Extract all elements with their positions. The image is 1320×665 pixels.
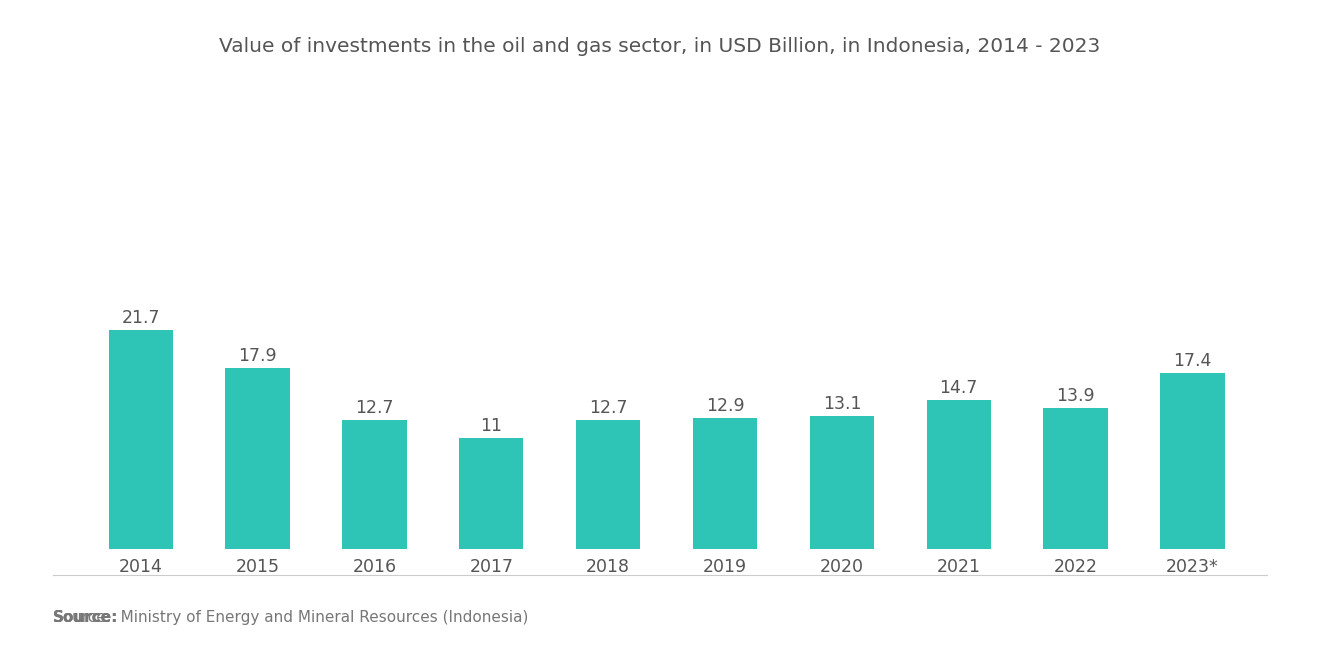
Text: 12.7: 12.7 (355, 400, 393, 418)
Text: 17.4: 17.4 (1173, 352, 1212, 370)
Text: 17.9: 17.9 (239, 347, 277, 365)
Bar (1044, 408, 1107, 549)
Bar (226, 368, 289, 549)
Bar (809, 416, 874, 549)
Text: Source:: Source: (53, 610, 119, 624)
Bar (108, 330, 173, 549)
Bar (576, 420, 640, 549)
Text: Source:  Ministry of Energy and Mineral Resources (Indonesia): Source: Ministry of Energy and Mineral R… (53, 610, 528, 624)
Text: 14.7: 14.7 (940, 379, 978, 397)
Text: Source:: Source: (53, 610, 119, 624)
Text: 13.9: 13.9 (1056, 387, 1094, 405)
Text: Value of investments in the oil and gas sector, in USD Billion, in Indonesia, 20: Value of investments in the oil and gas … (219, 37, 1101, 56)
Bar (927, 400, 991, 549)
Text: 11: 11 (480, 416, 503, 434)
Text: 12.9: 12.9 (706, 398, 744, 416)
Text: 13.1: 13.1 (822, 396, 861, 414)
Bar (342, 420, 407, 549)
Bar (693, 418, 758, 549)
Text: 21.7: 21.7 (121, 309, 160, 327)
Bar (1160, 373, 1225, 549)
Text: 12.7: 12.7 (589, 400, 627, 418)
Bar (459, 438, 524, 549)
